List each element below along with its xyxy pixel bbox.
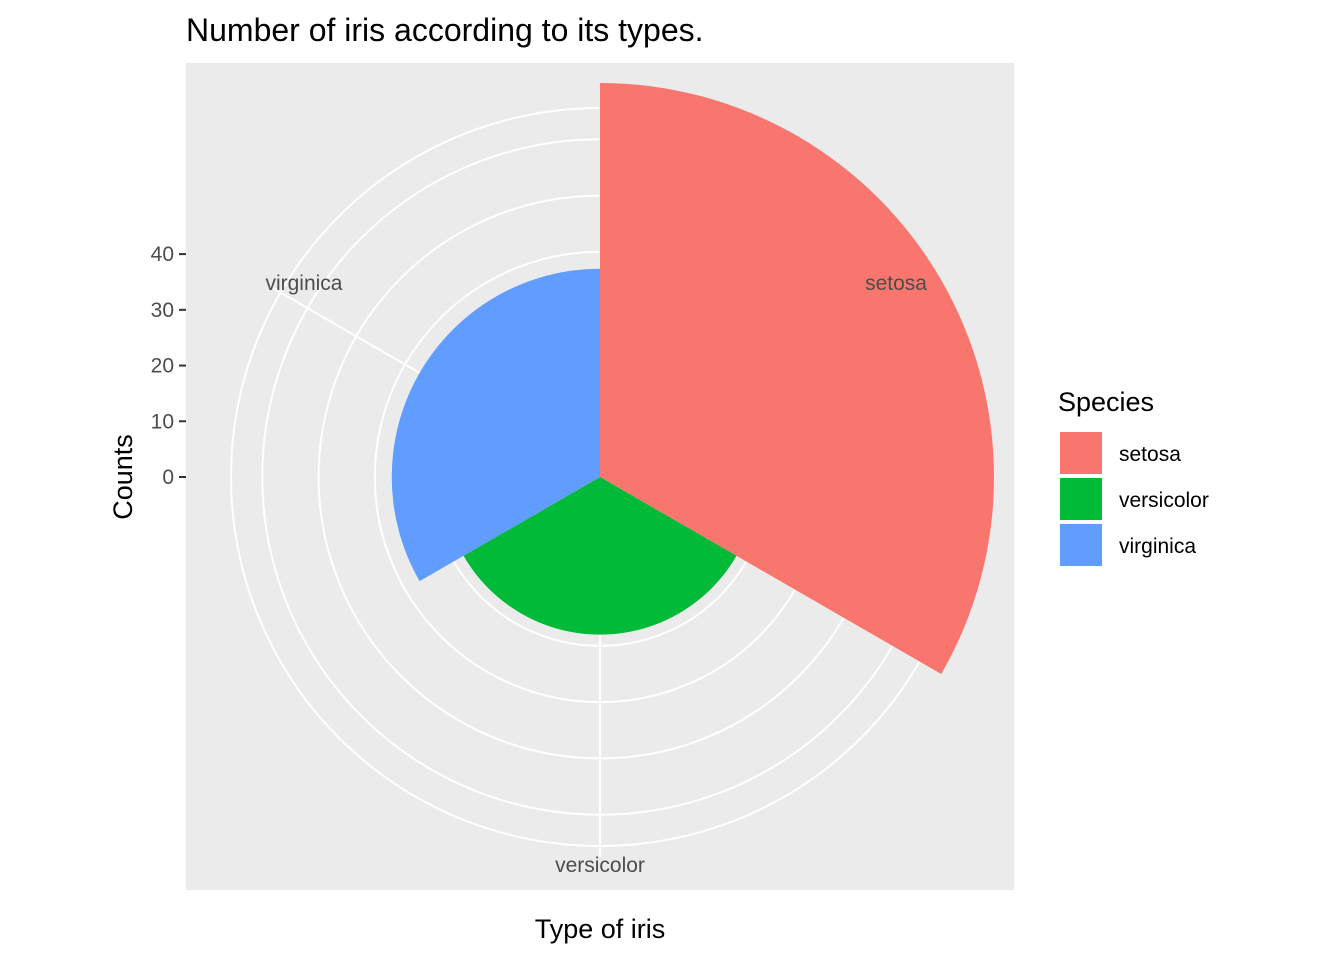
legend-key-versicolor — [1058, 476, 1104, 522]
chart-title: Number of iris according to its types. — [186, 12, 704, 48]
legend-label-virginica: virginica — [1119, 535, 1196, 558]
category-label-virginica: virginica — [265, 272, 342, 295]
bar-versicolor — [463, 477, 737, 635]
legend-label-versicolor: versicolor — [1119, 489, 1209, 512]
y-tick-label-20: 20 — [151, 355, 174, 378]
category-labels: setosa versicolor virginica — [265, 272, 927, 877]
legend-label-setosa: setosa — [1119, 443, 1181, 466]
y-tick-label-30: 30 — [151, 299, 174, 322]
category-label-versicolor: versicolor — [555, 854, 645, 877]
y-axis: 0 10 20 30 40 — [151, 243, 186, 489]
bar-setosa — [600, 83, 994, 674]
legend-items: setosa versicolor virginica — [1058, 430, 1209, 568]
legend: Species setosa versicolor virginica — [1058, 387, 1209, 568]
bar-virginica — [391, 268, 600, 582]
legend-key-virginica — [1058, 522, 1104, 568]
y-tick-label-10: 10 — [151, 410, 174, 433]
legend-key-setosa — [1058, 430, 1104, 476]
x-axis-title: Type of iris — [535, 914, 666, 944]
y-tick-label-0: 0 — [162, 466, 174, 489]
y-tick-label-40: 40 — [151, 243, 174, 266]
y-axis-title: Counts — [108, 434, 138, 520]
bars-layer — [391, 83, 994, 674]
category-label-setosa: setosa — [865, 272, 927, 295]
legend-title: Species — [1058, 387, 1154, 417]
